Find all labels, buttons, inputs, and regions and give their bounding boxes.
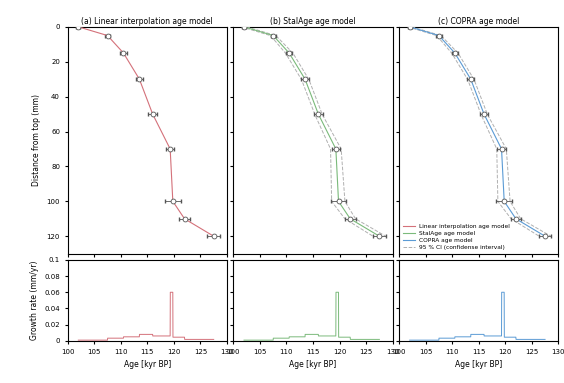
Title: (a) Linear interpolation age model: (a) Linear interpolation age model (81, 17, 213, 26)
Y-axis label: Distance from top (mm): Distance from top (mm) (32, 94, 41, 186)
Title: (c) COPRA age model: (c) COPRA age model (438, 17, 519, 26)
Title: (b) StalAge age model: (b) StalAge age model (270, 17, 356, 26)
X-axis label: Age [kyr BP]: Age [kyr BP] (455, 360, 503, 369)
Y-axis label: Growth rate (mm/yr): Growth rate (mm/yr) (30, 260, 39, 340)
X-axis label: Age [kyr BP]: Age [kyr BP] (289, 360, 337, 369)
X-axis label: Age [kyr BP]: Age [kyr BP] (124, 360, 171, 369)
Legend: Linear interpolation age model, StalAge age model, COPRA age model, 95 % CI (con: Linear interpolation age model, StalAge … (402, 223, 512, 251)
